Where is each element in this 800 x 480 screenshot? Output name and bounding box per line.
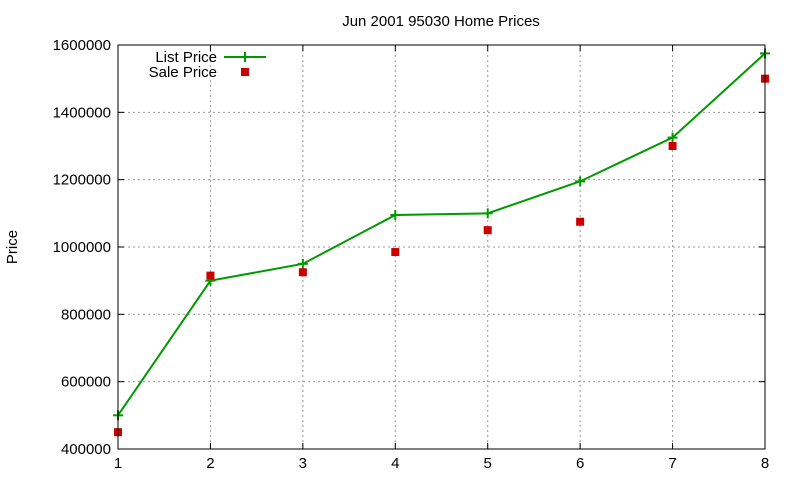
- sale-price-point: [391, 248, 400, 257]
- chart-title: Jun 2001 95030 Home Prices: [342, 13, 540, 30]
- x-tick-label: 6: [576, 455, 584, 472]
- y-tick-label: 800000: [61, 306, 111, 323]
- y-tick-label: 1400000: [53, 104, 111, 121]
- sale-price-point: [206, 271, 215, 280]
- grid-lines: [118, 45, 765, 449]
- axis-ticks: 1 2 3 4 5 6 7 8 400000 600000 800000 1000000 1200000…: [53, 37, 770, 472]
- x-tick-label: 8: [761, 455, 769, 472]
- series-layer: [113, 48, 770, 437]
- list-price-point: [667, 132, 678, 143]
- sale-price-point: [298, 268, 307, 277]
- y-tick-label: 1200000: [53, 172, 111, 189]
- list-price-line: [117, 52, 766, 416]
- y-axis-label: Price: [4, 230, 21, 264]
- y-tick-label: 1000000: [53, 239, 111, 256]
- plot-border: [117, 44, 766, 450]
- list-price-point: [575, 176, 586, 187]
- y-tick-label: 600000: [61, 374, 111, 391]
- legend-label: List Price: [155, 49, 217, 66]
- x-tick-label: 7: [668, 455, 676, 472]
- list-price-point: [390, 210, 401, 221]
- legend-label: Sale Price: [149, 64, 217, 81]
- x-tick-label: 2: [206, 455, 214, 472]
- x-tick-label: 5: [484, 455, 492, 472]
- x-tick-label: 4: [391, 455, 399, 472]
- x-tick-label: 3: [299, 455, 307, 472]
- x-tick-label: 1: [114, 455, 122, 472]
- legend-swatch-square: [241, 68, 249, 76]
- sale-price-point: [576, 217, 585, 226]
- legend-swatch-marker: [240, 52, 250, 62]
- list-price-point: [297, 258, 308, 269]
- y-tick-label: 1600000: [53, 37, 111, 54]
- sale-price-point: [668, 142, 677, 150]
- y-tick-label: 400000: [61, 441, 111, 458]
- sale-price-point: [483, 226, 492, 235]
- list-price-point: [482, 208, 493, 219]
